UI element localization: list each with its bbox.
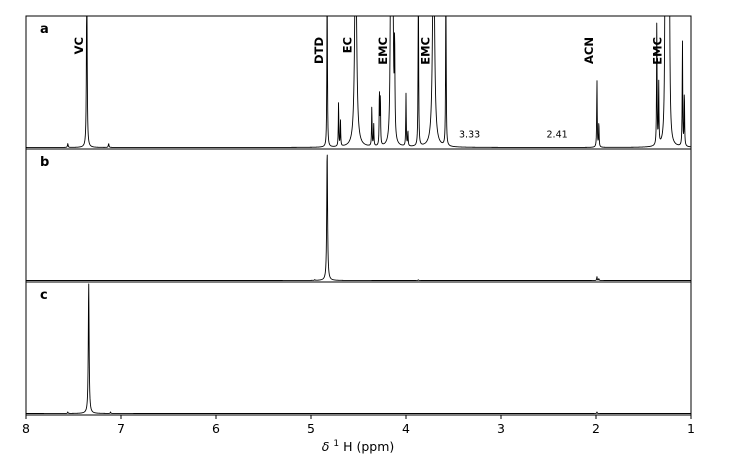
panel-c: c	[25, 281, 692, 416]
panel-label-b: b	[40, 155, 49, 170]
x-axis-label-nucleus: H	[343, 439, 352, 454]
x-tick-label-0: 8	[22, 421, 30, 436]
x-tick-label-2: 6	[212, 421, 220, 436]
spectrum-trace-a	[26, 16, 691, 148]
peak-label-emc-4: EMC	[419, 37, 433, 65]
panel-frame-c	[25, 281, 692, 416]
x-axis-label-symbol: δ	[322, 439, 330, 454]
panel-label-a: a	[40, 22, 49, 37]
panel-label-c: c	[40, 288, 48, 303]
annotation-1: 2.41	[547, 130, 568, 141]
x-axis-label-unit: (ppm)	[356, 439, 394, 454]
panel-a: a VC DTD EC EMC EMC ACN EMC 3.33 2.41	[25, 15, 692, 150]
annotation-0: 3.33	[459, 130, 480, 141]
x-tick-label-7: 1	[687, 421, 695, 436]
peak-label-acn-5: ACN	[582, 37, 596, 64]
panel-frame-a	[25, 15, 692, 150]
x-axis: 8 7 6 5 4 3 2 1	[22, 415, 695, 436]
peak-label-ec-2: EC	[341, 37, 355, 53]
x-axis-label-superscript: 1	[333, 439, 339, 449]
panel-frame-b	[25, 148, 692, 283]
spectrum-trace-c	[26, 283, 691, 414]
peak-label-dtd-1: DTD	[312, 37, 326, 64]
peak-label-vc-0: VC	[72, 37, 86, 54]
panels-layer: a VC DTD EC EMC EMC ACN EMC 3.33 2.41 b c	[25, 15, 692, 416]
x-tick-label-1: 7	[117, 421, 125, 436]
spectrum-trace-b	[26, 154, 691, 281]
x-tick-label-6: 2	[592, 421, 600, 436]
x-tick-label-5: 3	[497, 421, 505, 436]
x-axis-label: δ 1 H (ppm)	[322, 434, 395, 454]
peak-label-emc-6: EMC	[650, 37, 664, 65]
x-tick-label-4: 4	[402, 421, 410, 436]
peak-label-emc-3: EMC	[376, 37, 390, 65]
panel-b: b	[25, 148, 692, 283]
x-tick-label-3: 5	[307, 421, 315, 436]
